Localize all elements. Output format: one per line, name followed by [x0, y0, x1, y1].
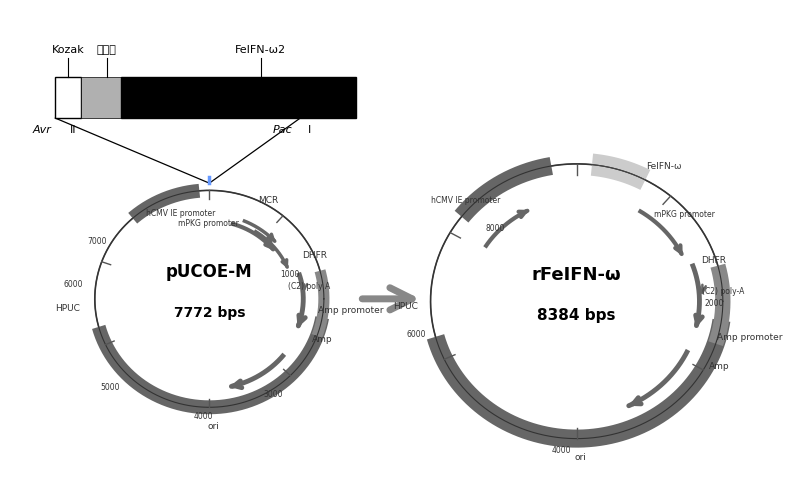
Text: ori: ori	[574, 453, 587, 462]
Text: 6000: 6000	[63, 280, 83, 289]
Text: II: II	[70, 125, 76, 135]
Text: 6000: 6000	[407, 331, 427, 339]
Text: 1000: 1000	[280, 270, 300, 279]
Text: 3000: 3000	[263, 390, 283, 400]
Text: 4000: 4000	[551, 446, 570, 455]
Text: (C2) poly A: (C2) poly A	[288, 282, 330, 291]
Bar	[55, 77, 81, 118]
Text: 4000: 4000	[194, 412, 213, 421]
Text: pUCOE-M: pUCOE-M	[166, 263, 253, 281]
Text: FeIFN-ω2: FeIFN-ω2	[235, 45, 286, 55]
Text: hCMV IE promoter: hCMV IE promoter	[146, 209, 216, 218]
Bar	[81, 77, 121, 118]
Text: Avr: Avr	[32, 125, 51, 135]
Text: I: I	[308, 125, 311, 135]
Text: Amp: Amp	[312, 335, 333, 344]
Text: 2000: 2000	[705, 299, 724, 308]
Text: MCR: MCR	[258, 196, 279, 205]
Text: HPUC: HPUC	[393, 302, 418, 310]
Text: 7772 bps: 7772 bps	[174, 306, 245, 321]
Text: (C2) poly-A: (C2) poly-A	[702, 287, 744, 296]
Text: hCMV IE promoter: hCMV IE promoter	[431, 196, 500, 205]
Text: Amp promoter: Amp promoter	[717, 333, 783, 342]
Text: Amp: Amp	[709, 362, 730, 371]
Bar	[121, 77, 356, 118]
Text: Kozak: Kozak	[51, 45, 85, 55]
Text: mPKG promoter: mPKG promoter	[654, 210, 715, 219]
Text: 5000: 5000	[100, 383, 120, 392]
Text: Pac: Pac	[273, 125, 292, 135]
Text: ori: ori	[207, 422, 220, 431]
Text: rFeIFN-ω: rFeIFN-ω	[532, 266, 622, 284]
Text: FeIFN-ω: FeIFN-ω	[646, 162, 682, 171]
Text: Amp promoter: Amp promoter	[318, 307, 384, 315]
Text: DHFR: DHFR	[303, 251, 328, 260]
Text: 8000: 8000	[486, 225, 506, 233]
Text: HPUC: HPUC	[55, 304, 80, 313]
Text: mPKG promoter: mPKG promoter	[178, 218, 239, 228]
Text: 7000: 7000	[87, 237, 107, 245]
Text: 信号肽: 信号肽	[96, 45, 117, 55]
Text: DHFR: DHFR	[702, 256, 727, 265]
Text: 8384 bps: 8384 bps	[537, 308, 616, 323]
